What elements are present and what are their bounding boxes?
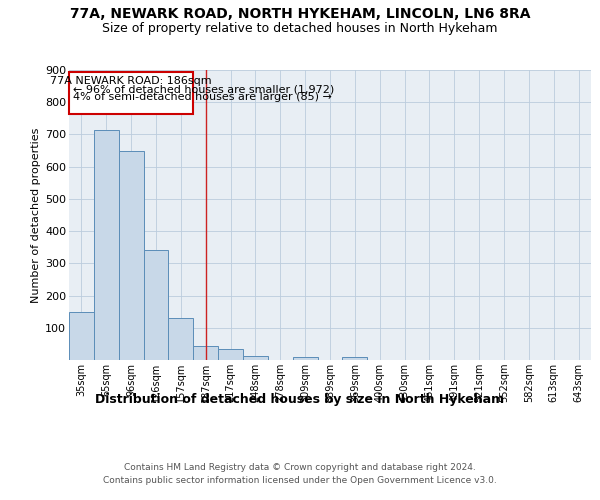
Bar (94, 130, 119, 360)
Bar (243, 356, 268, 360)
Text: Distribution of detached houses by size in North Hykeham: Distribution of detached houses by size … (95, 392, 505, 406)
FancyBboxPatch shape (69, 72, 193, 114)
Text: Size of property relative to detached houses in North Hykeham: Size of property relative to detached ho… (102, 22, 498, 35)
Bar (169, 318, 193, 360)
Bar (343, 358, 367, 360)
Text: 4% of semi-detached houses are larger (85) →: 4% of semi-detached houses are larger (8… (73, 92, 332, 102)
Y-axis label: Number of detached properties: Number of detached properties (31, 128, 41, 302)
Bar (293, 358, 317, 360)
Bar (218, 348, 243, 360)
Text: Contains HM Land Registry data © Crown copyright and database right 2024.: Contains HM Land Registry data © Crown c… (124, 462, 476, 471)
Bar (69, 312, 94, 360)
Bar (143, 250, 169, 360)
Text: Contains public sector information licensed under the Open Government Licence v3: Contains public sector information licen… (103, 476, 497, 485)
Text: 77A, NEWARK ROAD, NORTH HYKEHAM, LINCOLN, LN6 8RA: 77A, NEWARK ROAD, NORTH HYKEHAM, LINCOLN… (70, 8, 530, 22)
Bar (119, 150, 143, 360)
Text: 77A NEWARK ROAD: 186sqm: 77A NEWARK ROAD: 186sqm (50, 76, 212, 86)
Text: ← 96% of detached houses are smaller (1,972): ← 96% of detached houses are smaller (1,… (73, 84, 334, 94)
Bar (193, 346, 218, 360)
